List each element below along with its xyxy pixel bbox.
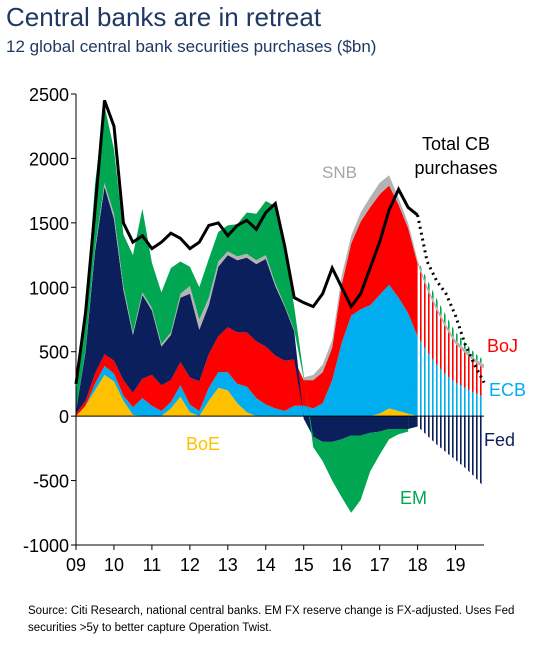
chart-title: Central banks are in retreat	[6, 2, 322, 32]
area-ecb-forecast	[417, 336, 484, 417]
label-boj: BoJ	[487, 336, 518, 356]
x-tick-label: 17	[370, 555, 390, 575]
area-fed	[76, 186, 418, 442]
label-fed: Fed	[484, 430, 515, 450]
y-tick-label: 1500	[29, 214, 69, 234]
total-cb-line	[74, 99, 419, 385]
label-total-line2: purchases	[414, 158, 497, 178]
x-tick-label: 18	[408, 555, 428, 575]
x-tick-label: 15	[294, 555, 314, 575]
x-tick-label: 13	[218, 555, 238, 575]
x-tick-label: 11	[143, 555, 162, 575]
total-cb-line-forecast	[416, 214, 486, 384]
y-tick-label: -500	[33, 472, 69, 492]
x-tick-label: 16	[332, 555, 352, 575]
label-total-line1: Total CB	[422, 134, 490, 154]
area-boe	[76, 374, 418, 417]
x-tick-label: 14	[256, 555, 276, 575]
x-tick-label: 19	[446, 555, 466, 575]
y-tick-label: 0	[59, 407, 69, 427]
x-tick-label: 12	[180, 555, 200, 575]
area-ecb	[76, 284, 418, 417]
y-tick-label: 1000	[29, 278, 69, 298]
axes	[75, 94, 484, 546]
y-tick-label: -1000	[23, 536, 69, 556]
y-axis-ticks: -1000 -500 0 500 1000 1500 2000 2500	[23, 85, 76, 556]
area-em	[76, 105, 418, 513]
label-ecb: ECB	[489, 380, 526, 400]
total-line-group	[74, 99, 486, 385]
y-tick-label: 2500	[29, 85, 69, 105]
source-note: Source: Citi Research, national central …	[28, 605, 515, 634]
label-snb: SNB	[322, 163, 357, 182]
label-em: EM	[400, 488, 427, 508]
label-boe: BoE	[186, 434, 220, 454]
chart-plot: -1000 -500 0 500 1000 1500 2000 2500 09 10 11 12 13…	[23, 85, 526, 575]
area-fed-forecast	[417, 416, 484, 487]
y-tick-label: 2000	[29, 149, 69, 169]
area-boj-forecast	[417, 264, 484, 397]
area-boj	[76, 185, 418, 417]
y-tick-label: 500	[39, 343, 69, 363]
chart-subtitle: 12 global central bank securities purcha…	[6, 37, 377, 56]
x-axis-ticks: 09 10 11 12 13 14 15 16 17 18 19	[66, 545, 466, 575]
stacked-areas	[76, 105, 484, 513]
x-tick-label: 09	[66, 555, 86, 575]
x-tick-label: 10	[104, 555, 124, 575]
